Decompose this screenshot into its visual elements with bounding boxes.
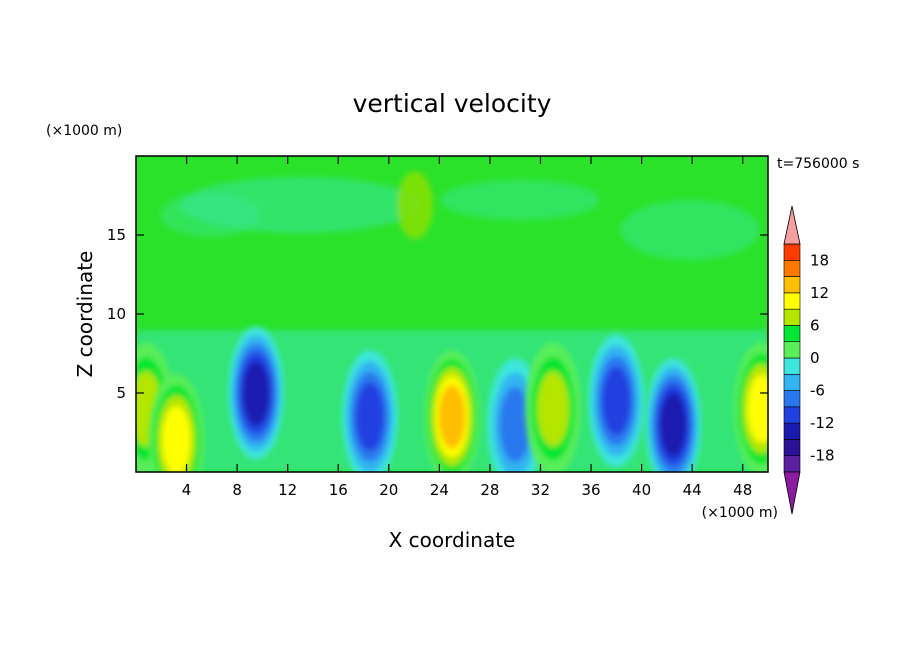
colorbar-bin: [783, 390, 801, 408]
y-unit-label: (×1000 m): [46, 123, 122, 139]
colorbar-tick-label: 12: [810, 284, 829, 302]
colorbar: 18 12 6 0 -6 -12 -18: [783, 205, 835, 515]
x-tick-label: 36: [581, 481, 600, 499]
updraft-cell: [733, 342, 768, 472]
features: [136, 326, 768, 472]
colorbar-tick-label: 0: [810, 349, 820, 367]
x-tick-label: 8: [232, 481, 242, 499]
colorbar-bin: [783, 373, 801, 391]
colorbar-tick-label: -12: [810, 414, 835, 432]
x-tick-label: 48: [733, 481, 752, 499]
colorbar-bin: [783, 406, 801, 424]
x-unit-label: (×1000 m): [702, 505, 778, 521]
x-tick-label: 4: [182, 481, 192, 499]
plot-area: [136, 156, 768, 472]
x-tick-label: 12: [278, 481, 297, 499]
colorbar-bin: [783, 439, 801, 457]
y-tick-label: 15: [107, 226, 126, 244]
x-tick-label: 40: [632, 481, 651, 499]
x-tick-label: 32: [531, 481, 550, 499]
time-label: t=756000 s: [777, 156, 859, 172]
colorbar-bin: [783, 243, 801, 261]
colorbar-bin: [783, 422, 801, 440]
x-axis-title: X coordinate: [389, 528, 516, 552]
x-tick-label: 24: [430, 481, 449, 499]
downdraft-cell: [588, 334, 645, 468]
updraft-cell: [525, 342, 581, 472]
colorbar-extend-max: [783, 205, 801, 245]
y-tick-label: 10: [107, 305, 126, 323]
y-axis: 5 10 15: [107, 226, 768, 402]
x-axis: 4 8 12 16 20 24 28 32 36 40 44 48: [182, 156, 752, 499]
x-tick-label: 44: [683, 481, 702, 499]
y-tick-label: 5: [116, 384, 126, 402]
colorbar-extend-min: [783, 471, 801, 515]
colorbar-tick-label: 18: [810, 251, 829, 269]
colorbar-bin: [783, 292, 801, 310]
colorbar-bin: [783, 259, 801, 277]
chart-title: vertical velocity: [353, 89, 552, 118]
upper-field: [160, 171, 760, 260]
colorbar-tick-label: 6: [810, 316, 820, 334]
downdraft-cell: [342, 350, 398, 472]
updraft-cell: [424, 350, 480, 472]
colorbar-bin: [783, 276, 801, 294]
colorbar-bin: [783, 455, 801, 473]
x-tick-label: 20: [379, 481, 398, 499]
downdraft-cell: [228, 326, 284, 460]
colorbar-tick-label: -18: [810, 447, 835, 465]
colorbar-bin: [783, 325, 801, 343]
x-tick-label: 16: [329, 481, 348, 499]
colorbar-tick-label: -6: [810, 382, 825, 400]
downdraft-cell: [645, 358, 701, 472]
colorbar-bin: [783, 308, 801, 326]
updraft-cell: [148, 374, 205, 472]
y-axis-title: Z coordinate: [73, 251, 97, 378]
colorbar-bin: [783, 357, 801, 375]
x-tick-label: 28: [480, 481, 499, 499]
colorbar-bin: [783, 341, 801, 359]
